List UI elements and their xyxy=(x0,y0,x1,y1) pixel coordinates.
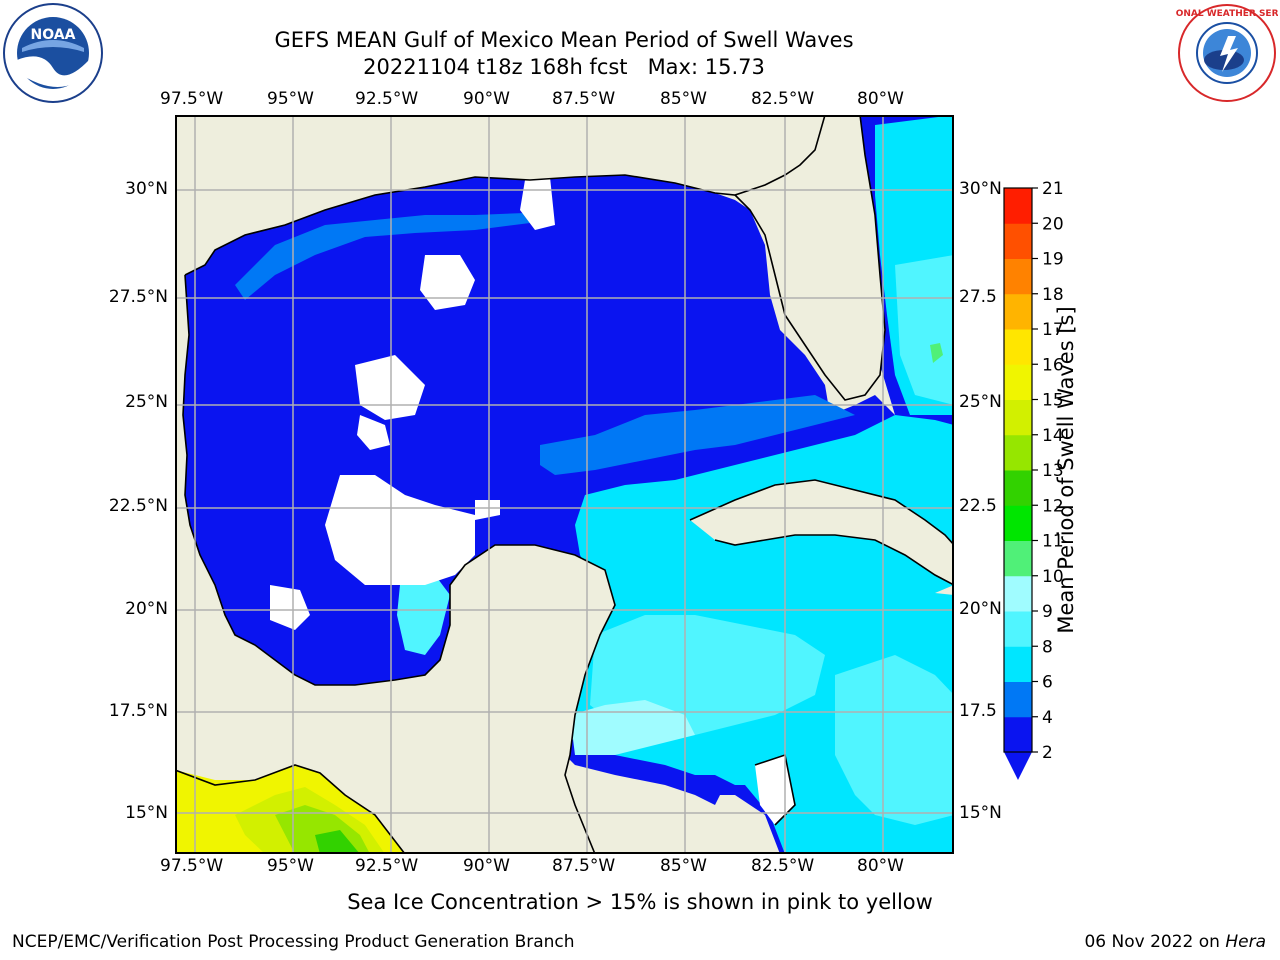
colorbar-segment xyxy=(1004,646,1032,682)
colorbar-segment xyxy=(1004,258,1032,295)
sea-ice-note: Sea Ice Concentration > 15% is shown in … xyxy=(347,890,933,914)
graticule xyxy=(175,115,954,854)
lon-label-bottom: 90°W xyxy=(463,856,510,876)
colorbar-tick-label: 8 xyxy=(1042,637,1053,657)
colorbar-tick-label: 19 xyxy=(1042,250,1064,270)
lat-label-right: 17.5 xyxy=(959,701,997,721)
map-frame xyxy=(175,115,954,854)
colorbar-tick-label: 11 xyxy=(1042,532,1064,552)
mexico-west xyxy=(175,115,847,785)
lon-label-top: 85°W xyxy=(660,89,707,109)
colorbar-tick-label: 4 xyxy=(1042,708,1053,728)
colorbar-tick-label: 6 xyxy=(1042,673,1053,693)
lon-label-top: 97.5°W xyxy=(160,89,224,109)
coastlines xyxy=(175,115,954,854)
map-panel xyxy=(175,115,954,854)
colorbar-tick-label: 17 xyxy=(1042,320,1064,340)
colorbar-extend-arrow xyxy=(1004,752,1032,780)
lon-label-bottom: 82.5°W xyxy=(751,856,815,876)
colorbar-segment xyxy=(1004,293,1032,330)
plot-title-line1: GEFS MEAN Gulf of Mexico Mean Period of … xyxy=(274,28,854,52)
lon-label-bottom: 85°W xyxy=(660,856,707,876)
lon-label-top: 87.5°W xyxy=(552,89,616,109)
lon-label-top: 90°W xyxy=(463,89,510,109)
lon-label-top: 80°W xyxy=(857,89,904,109)
lat-label-left: 27.5°N xyxy=(108,287,168,307)
colorbar-segment xyxy=(1004,364,1032,400)
plot-title-line2: 20221104 t18z 168h fcst Max: 15.73 xyxy=(363,55,765,79)
nws-logo-text: NATIONAL WEATHER SERVICE xyxy=(1176,9,1278,19)
lon-label-bottom: 92.5°W xyxy=(355,856,419,876)
noaa-logo: NOAA xyxy=(3,3,103,103)
colorbar-segment xyxy=(1004,434,1032,471)
footer-date: 06 Nov 2022 on Hera xyxy=(1084,932,1266,952)
colorbar-tick-label: 12 xyxy=(1042,496,1064,516)
lat-label-left: 17.5°N xyxy=(108,701,168,721)
lon-label-bottom: 95°W xyxy=(267,856,314,876)
lat-label-left: 25°N xyxy=(125,392,168,412)
colorbar-segment xyxy=(1004,188,1032,224)
colorbar-segment xyxy=(1004,575,1032,612)
colorbar-segment xyxy=(1004,611,1032,647)
colorbar-tick-label: 18 xyxy=(1042,285,1064,305)
colorbar-label: Mean Period of Swell Waves [s] xyxy=(1054,306,1078,634)
hispaniola xyxy=(935,585,954,595)
colorbar-segment xyxy=(1004,540,1032,577)
lat-label-left: 15°N xyxy=(125,803,168,823)
colorbar-segment xyxy=(1004,716,1032,753)
lat-label-left: 22.5°N xyxy=(108,496,168,516)
colorbar-tick-label: 16 xyxy=(1042,355,1064,375)
colorbar-segment xyxy=(1004,223,1032,259)
colorbar: 2 4 6 8 9 10 11 12 13 14 15 16 17 18 19 20 21 xyxy=(1003,180,1064,780)
lat-label-right: 30°N xyxy=(959,179,1002,199)
noaa-logo-text: NOAA xyxy=(31,27,76,43)
cuba xyxy=(690,480,954,585)
colorbar-tick-label: 9 xyxy=(1042,602,1053,622)
lon-label-top: 82.5°W xyxy=(751,89,815,109)
lon-label-top: 95°W xyxy=(267,89,314,109)
colorbar-tick-label: 13 xyxy=(1042,461,1064,481)
footer-date-text: 06 Nov 2022 on xyxy=(1084,932,1226,952)
colorbar-tick-label: 10 xyxy=(1042,567,1064,587)
footer-machine: Hera xyxy=(1225,932,1266,952)
lat-label-right: 25°N xyxy=(959,392,1002,412)
colorbar-segment xyxy=(1004,329,1032,365)
lon-label-bottom: 80°W xyxy=(857,856,904,876)
nws-logo: NATIONAL WEATHER SERVICE xyxy=(1176,4,1278,102)
colorbar-segment xyxy=(1004,681,1032,718)
lat-label-right: 22.5 xyxy=(959,496,997,516)
colorbar-tick-label: 21 xyxy=(1042,180,1064,199)
lon-label-top: 92.5°W xyxy=(355,89,419,109)
lat-label-left: 30°N xyxy=(125,179,168,199)
lat-label-right: 27.5 xyxy=(959,287,997,307)
colorbar-segments xyxy=(1004,188,1032,753)
footer-credit: NCEP/EMC/Verification Post Processing Pr… xyxy=(12,932,575,952)
colorbar-tick-label: 2 xyxy=(1042,743,1053,763)
lat-label-right: 15°N xyxy=(959,803,1002,823)
lat-label-left: 20°N xyxy=(125,599,168,619)
colorbar-segment xyxy=(1004,505,1032,541)
colorbar-tick-label: 14 xyxy=(1042,426,1064,446)
colorbar-tick-label: 15 xyxy=(1042,391,1064,411)
colorbar-segment xyxy=(1004,470,1032,506)
lon-label-bottom: 87.5°W xyxy=(552,856,616,876)
colorbar-ticks: 2 4 6 8 9 10 11 12 13 14 15 16 17 18 19 20 21 xyxy=(1032,180,1064,763)
lon-label-bottom: 97.5°W xyxy=(160,856,224,876)
lat-label-right: 20°N xyxy=(959,599,1002,619)
colorbar-segment xyxy=(1004,399,1032,436)
colorbar-tick-label: 20 xyxy=(1042,214,1064,234)
florida xyxy=(735,115,885,400)
